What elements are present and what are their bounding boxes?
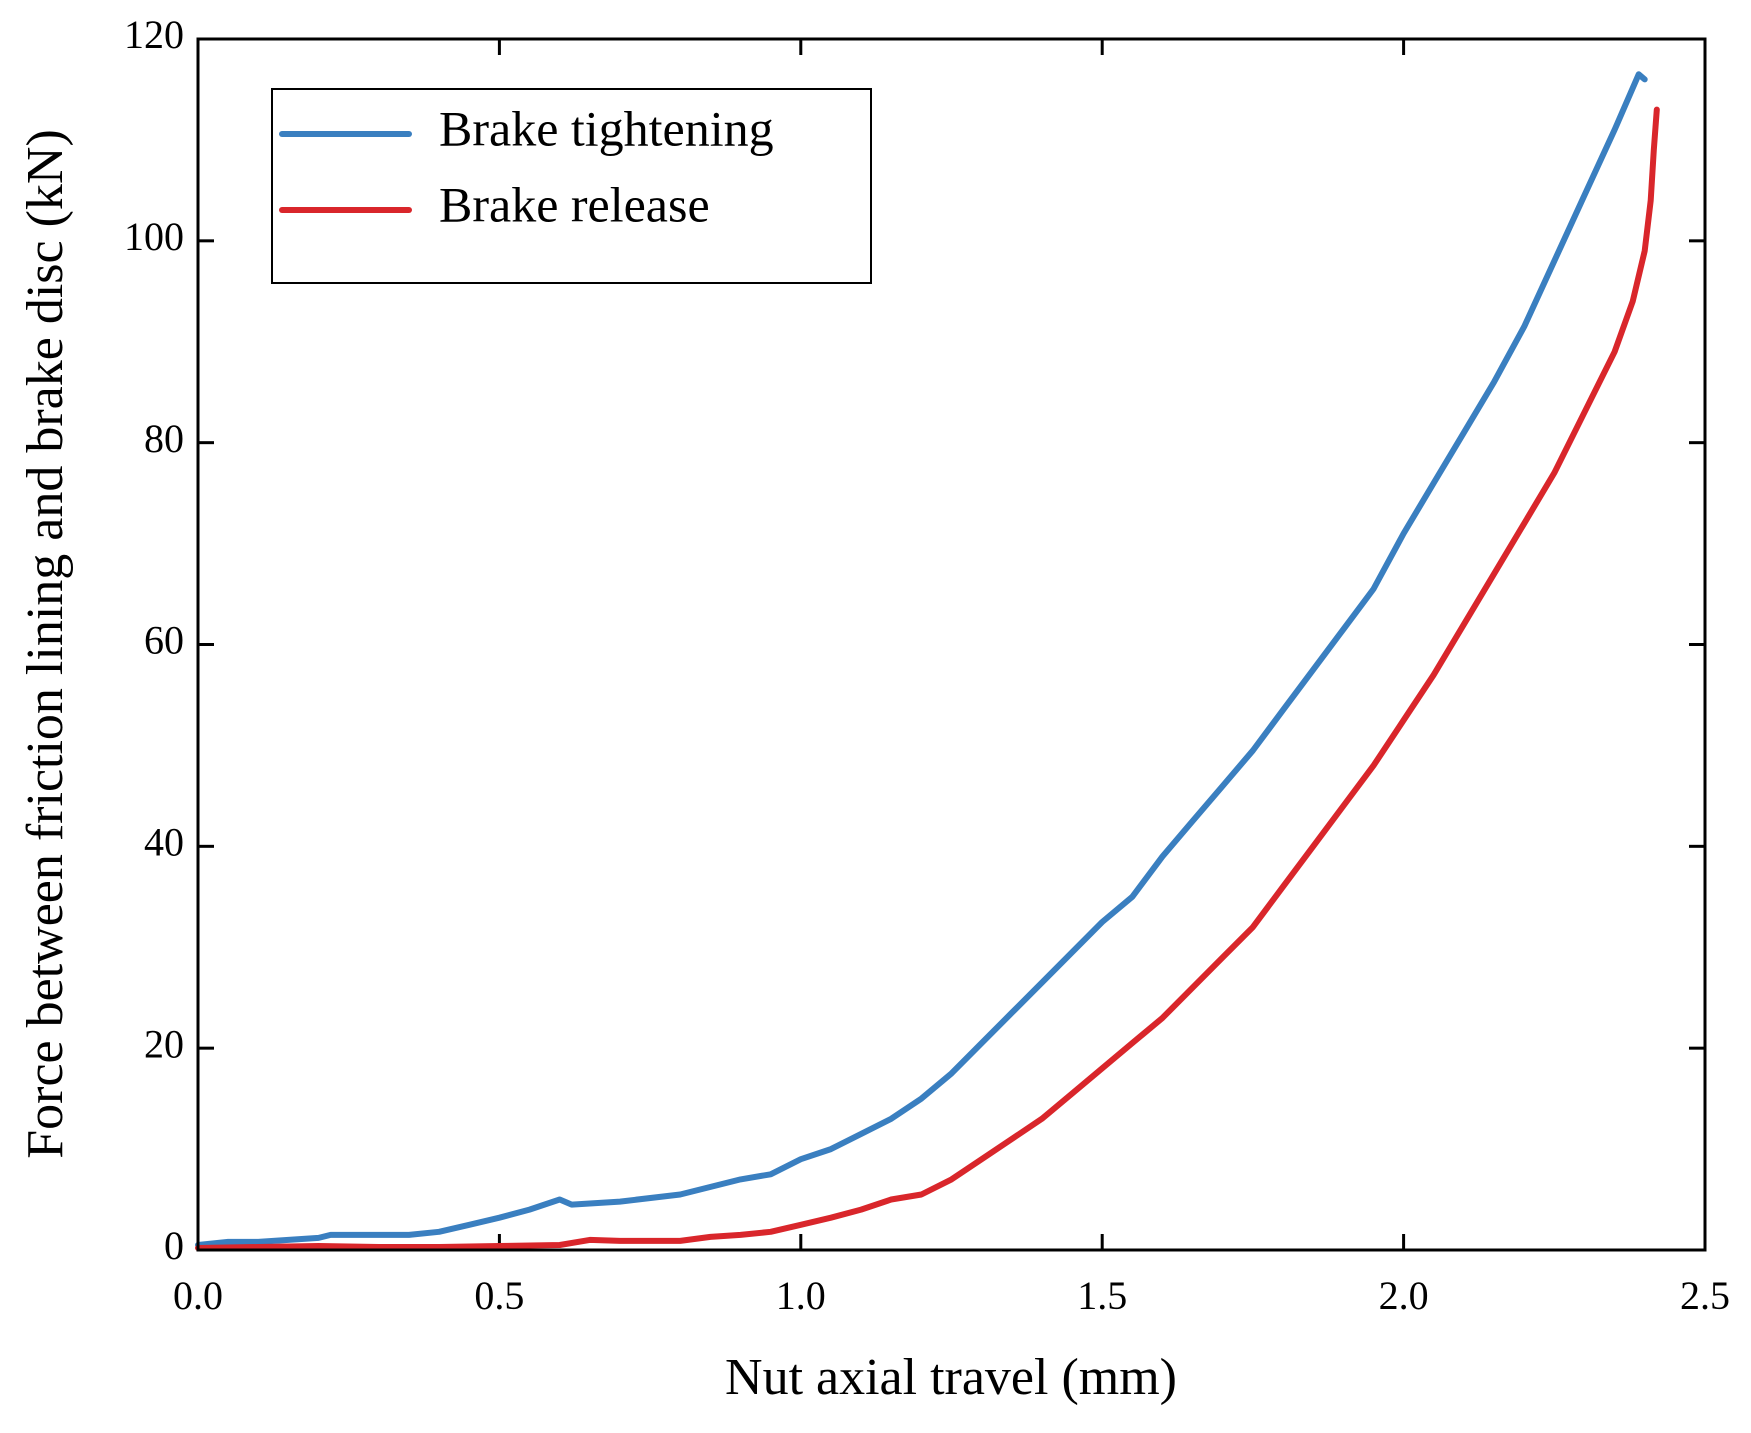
x-axis-label: Nut axial travel (mm) — [725, 1349, 1177, 1406]
plot-frame — [196, 37, 1707, 1252]
x-tick-label: 0.0 — [173, 1273, 223, 1318]
legend-box — [271, 88, 872, 284]
line — [195, 71, 1648, 1248]
y-tick-label: 80 — [144, 416, 184, 461]
legend-label: Brake release — [439, 176, 710, 232]
x-tick-label: 0.5 — [474, 1273, 524, 1318]
y-tick-label: 60 — [144, 618, 184, 663]
y-tick-label: 120 — [124, 12, 184, 57]
y-tick-label: 100 — [124, 214, 184, 259]
x-tick-label: 1.5 — [1077, 1273, 1127, 1318]
y-axis-label: Force between friction lining and brake … — [17, 129, 74, 1159]
y-tick-label: 0 — [164, 1223, 184, 1268]
x-tick-label: 2.5 — [1680, 1273, 1730, 1318]
x-tick-label: 2.0 — [1379, 1273, 1429, 1318]
line — [195, 106, 1660, 1251]
y-tick-label: 20 — [144, 1021, 184, 1066]
x-tick-label: 1.0 — [776, 1273, 826, 1318]
y-tick-label: 40 — [144, 820, 184, 865]
legend-label: Brake tightening — [439, 100, 774, 156]
